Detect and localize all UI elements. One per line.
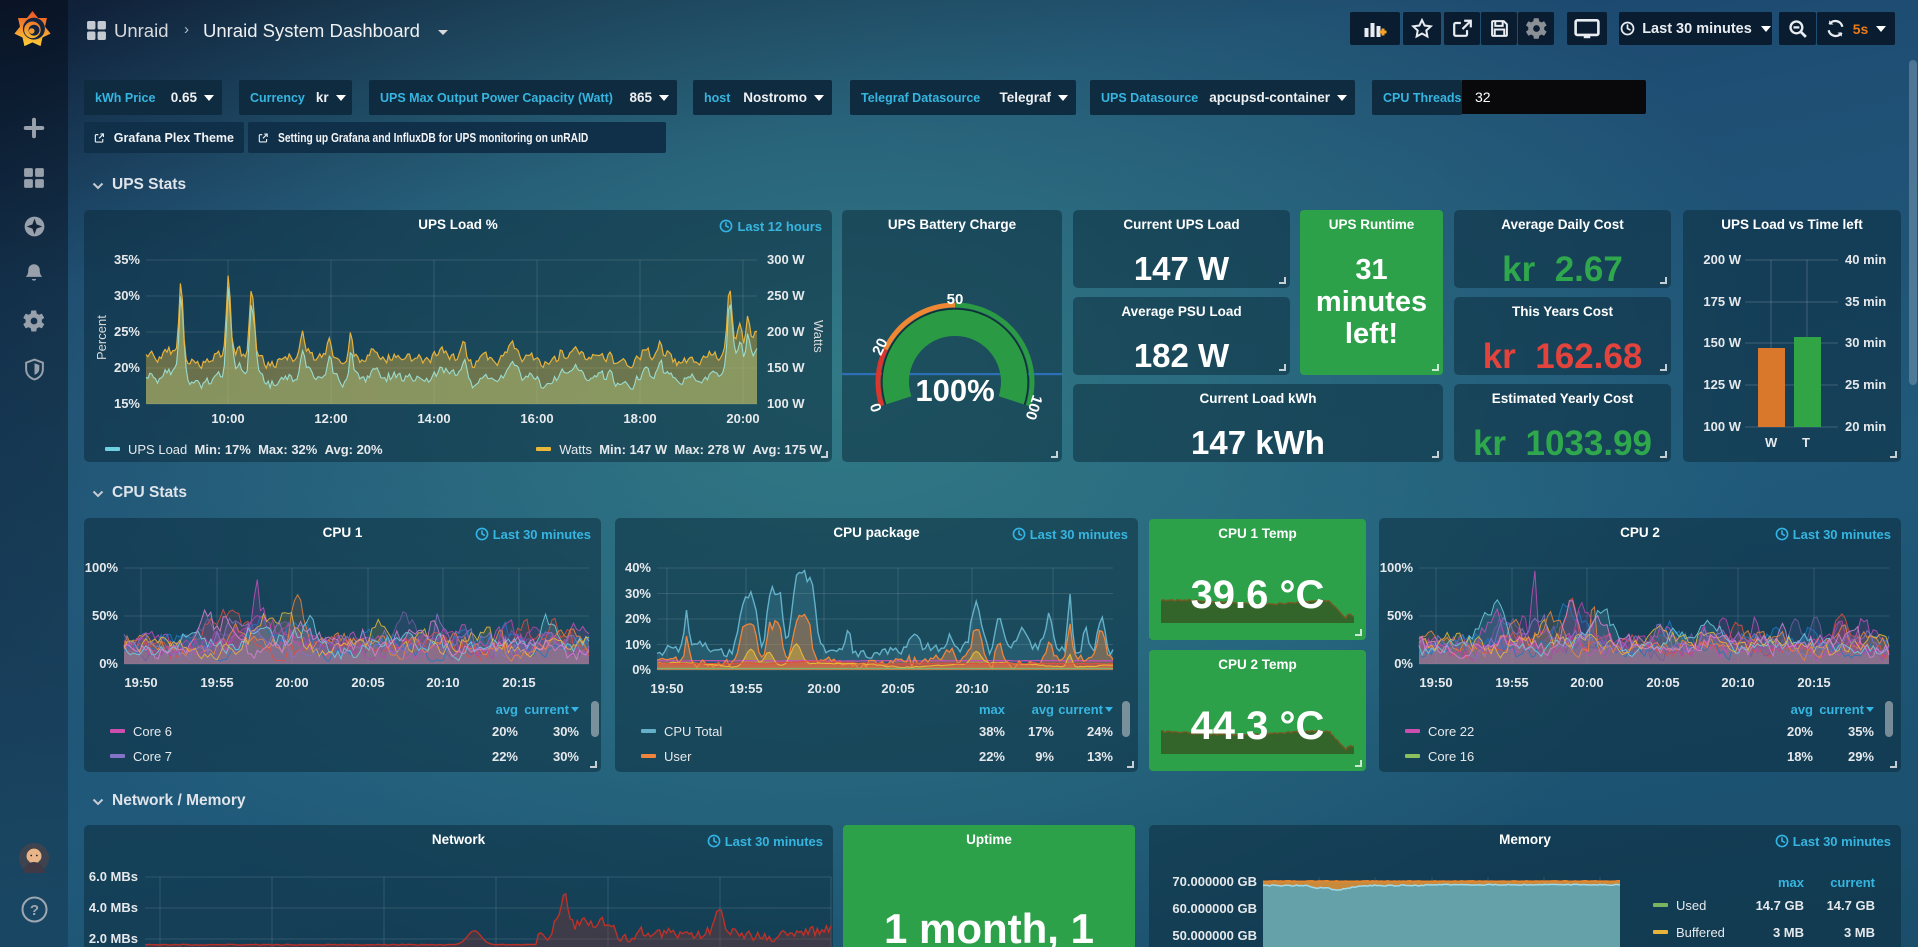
svg-text:20: 20 xyxy=(869,336,891,358)
svg-text:100: 100 xyxy=(1022,393,1046,422)
svg-text:0: 0 xyxy=(867,401,886,414)
svg-text:?: ? xyxy=(30,902,39,919)
svg-text:100%: 100% xyxy=(915,373,994,408)
svg-text:50: 50 xyxy=(947,291,964,308)
